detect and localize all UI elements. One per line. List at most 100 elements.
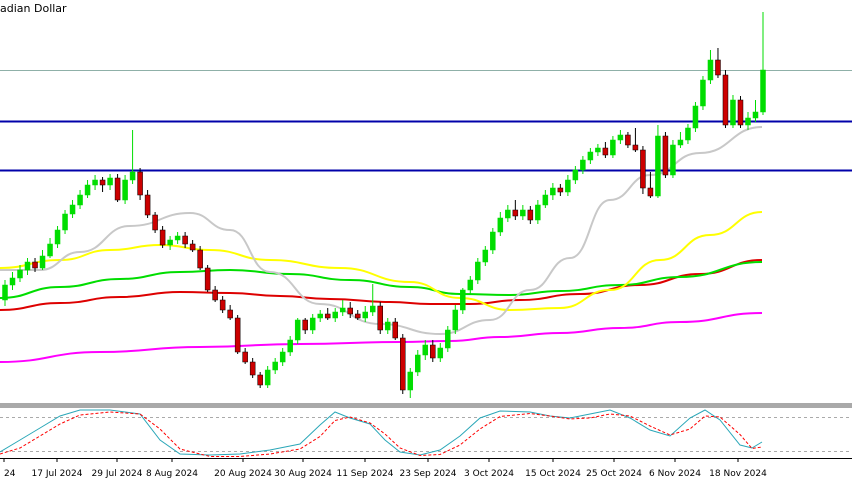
candle-bear [347, 307, 353, 315]
candle-bear [212, 289, 218, 301]
candle-bear [324, 313, 331, 319]
candle-bull [460, 289, 466, 311]
x-tick-label: 3 Oct 2024 [464, 469, 514, 479]
candle-bull [520, 209, 526, 217]
candle-bear [647, 187, 654, 197]
candle-bull [670, 144, 676, 176]
candle-bear [227, 309, 233, 319]
ma-200-line [0, 259, 763, 311]
candle-bear [182, 235, 188, 245]
candle-bull [685, 127, 691, 141]
candle-bull [707, 59, 714, 81]
candle-bull [2, 284, 8, 301]
candle-bear [715, 59, 721, 76]
candle-bull [550, 187, 556, 196]
x-tick-label: 25 Oct 2024 [586, 469, 642, 479]
candle-bull [174, 235, 181, 241]
x-tick-label: 23 Sep 2024 [399, 469, 456, 479]
candle-bull [565, 179, 571, 193]
candle-bull [129, 171, 136, 181]
candle-bull [700, 79, 706, 107]
candle-bear [662, 135, 669, 176]
candle-bull [39, 255, 46, 269]
ma-20-line [0, 126, 763, 336]
candle-bull [17, 269, 23, 279]
candle-bear [557, 187, 564, 193]
candle-bull [415, 354, 421, 373]
candle-bear [640, 149, 646, 189]
candle-bull [595, 147, 601, 153]
candle-bear [242, 351, 248, 363]
x-tick-label: 24 [4, 469, 16, 479]
candle-bull [69, 204, 76, 215]
candle-bull [287, 339, 293, 353]
candle-bull [339, 307, 346, 313]
candle-bear [219, 299, 226, 311]
candle-bull [655, 135, 661, 197]
candle-bull [535, 204, 541, 221]
candle-bear [722, 74, 729, 126]
candle-bull [407, 371, 414, 391]
candle-bear [159, 229, 166, 246]
candle-bear [137, 171, 143, 196]
candle-bear [99, 179, 106, 186]
x-tick-label: 6 Nov 2024 [649, 469, 701, 479]
x-tick-label: 17 Jul 2024 [32, 469, 83, 479]
candle-bull [490, 231, 496, 251]
candle-bear [377, 305, 383, 331]
ma-50-line [0, 211, 763, 312]
candle-bull [309, 317, 316, 331]
candle-bull [107, 177, 113, 186]
candle-bull [542, 194, 549, 206]
x-tick-label: 18 Nov 2024 [709, 469, 767, 479]
candle-bear [204, 267, 211, 291]
candle-bull [752, 111, 759, 119]
candle-bear [400, 337, 406, 391]
x-tick-label: 8 Aug 2024 [146, 469, 198, 479]
candle-bull [272, 361, 278, 371]
ma-400-line [0, 312, 763, 363]
candle-bear [257, 374, 263, 386]
candle-bear [189, 243, 196, 251]
candle-bull [77, 194, 83, 206]
candle-bear [152, 214, 158, 231]
candle-bear [392, 321, 399, 339]
panel-separator [0, 403, 852, 408]
candle-bull [24, 261, 31, 271]
candle-bear [144, 194, 151, 216]
candle-bull [475, 261, 481, 281]
x-tick-label: 29 Jul 2024 [92, 469, 143, 479]
x-tick-label: 20 Aug 2024 [214, 469, 272, 479]
candle-bear [602, 147, 609, 156]
stoch-k-line [0, 409, 763, 456]
candle-bull [167, 239, 173, 246]
candle-bull [362, 311, 368, 319]
candle-bull [467, 279, 474, 291]
candle-bull [294, 319, 301, 341]
candle-bull [9, 277, 16, 286]
candle-bull [692, 105, 699, 129]
candle-bear [114, 177, 121, 201]
candle-bear [737, 99, 744, 126]
candle-bear [625, 134, 631, 146]
candle-bear [354, 313, 361, 319]
x-tick-label: 15 Oct 2024 [525, 469, 581, 479]
candle-bear [197, 249, 203, 269]
candle-bull [677, 139, 684, 146]
candle-bull [264, 369, 271, 386]
candle-bull [452, 309, 459, 331]
candle-bull [92, 179, 98, 186]
candle-bear [632, 144, 639, 151]
x-tick-label: 30 Aug 2024 [274, 469, 332, 479]
candle-bear [527, 209, 534, 221]
candle-bull [317, 313, 323, 319]
candle-bull [482, 249, 489, 263]
candle-bull [745, 117, 751, 126]
candle-bear [234, 317, 241, 353]
candle-bear [512, 209, 519, 217]
candle-bull [332, 311, 338, 319]
chart-title: adian Dollar [0, 2, 67, 15]
candle-bull [730, 99, 736, 126]
